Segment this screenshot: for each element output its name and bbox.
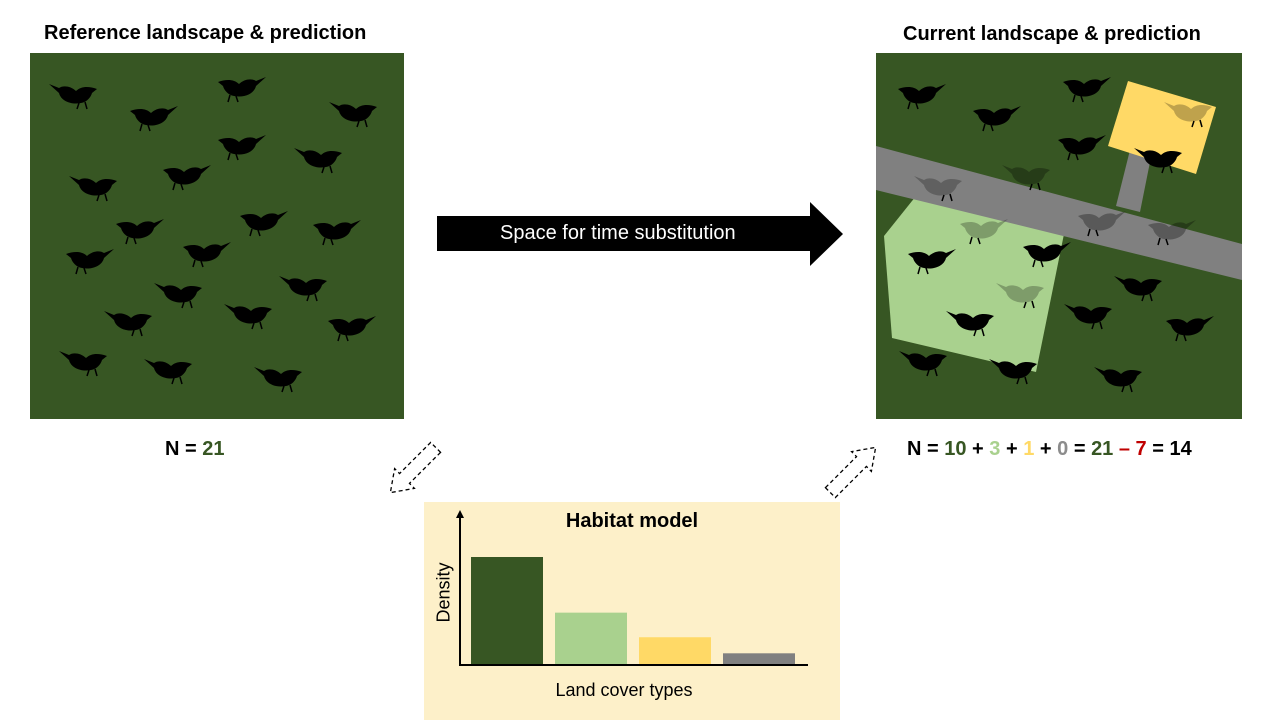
habitat-model-title: Habitat model xyxy=(565,510,699,532)
bar-4 xyxy=(723,653,795,664)
bar-3 xyxy=(639,637,711,664)
land-cover-axis-label: Land cover types xyxy=(555,680,693,700)
space-for-time-arrow xyxy=(437,202,843,266)
current-landscape-title: Current landscape & prediction xyxy=(903,23,1201,45)
count-part-2: + xyxy=(966,438,990,460)
count-part-5: 1 xyxy=(1023,438,1035,460)
density-axis-label: Density xyxy=(433,562,454,623)
current-count: N = 10 + 3 + 1 + 0 = 21 – 7 = 14 xyxy=(907,438,1192,461)
grassland-patch xyxy=(884,196,1064,372)
count-part-0: N = xyxy=(907,438,945,460)
count-part-10: – 7 xyxy=(1113,438,1147,460)
count-part-1: 10 xyxy=(944,438,967,460)
bar-1 xyxy=(471,557,543,664)
space-for-time-label: Space for time substitution xyxy=(500,222,736,244)
count-part-4: + xyxy=(1000,438,1024,460)
count-part-7: 0 xyxy=(1057,438,1069,460)
road xyxy=(876,146,1242,280)
dashed-arrow-right xyxy=(824,446,877,499)
reference-landscape-title: Reference landscape & prediction xyxy=(44,22,367,44)
count-part-6: + xyxy=(1034,438,1058,460)
reference-count-prefix: N = xyxy=(165,438,203,460)
count-part-11: = 14 xyxy=(1146,438,1192,460)
bar-2 xyxy=(555,612,627,664)
reference-count: N = 21 xyxy=(165,438,225,461)
dashed-arrow-left xyxy=(389,441,442,494)
count-part-3: 3 xyxy=(989,438,1001,460)
road-branch xyxy=(1116,150,1152,212)
yellow-patch xyxy=(1108,81,1216,174)
y-axis-arrowhead xyxy=(456,510,464,518)
count-part-8: = xyxy=(1068,438,1092,460)
count-part-9: 21 xyxy=(1091,438,1114,460)
reference-count-value: 21 xyxy=(202,438,225,460)
